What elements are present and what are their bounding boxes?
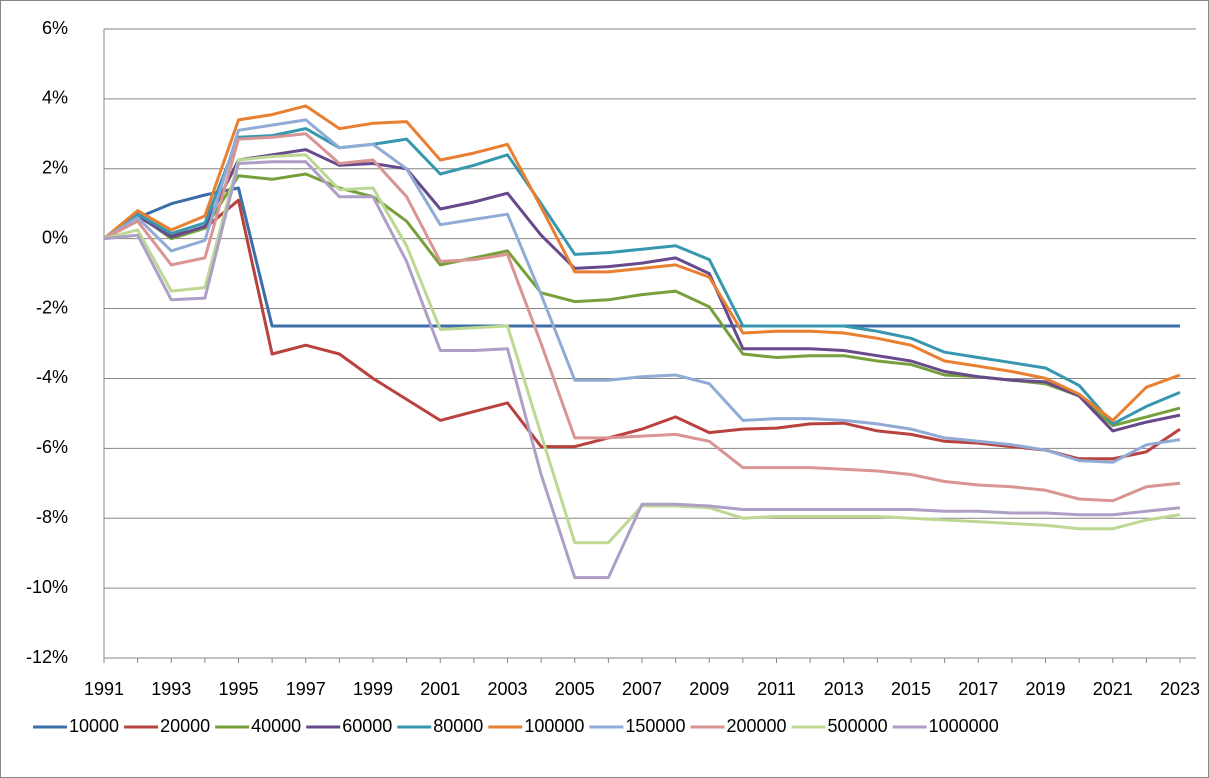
y-tick-label: -6%	[36, 437, 68, 457]
x-tick-label: 2015	[891, 679, 931, 699]
y-tick-label: -2%	[36, 297, 68, 317]
legend-label: 40000	[251, 716, 301, 736]
x-tick-label: 1999	[353, 679, 393, 699]
x-tick-label: 1997	[286, 679, 326, 699]
x-tick-label: 1995	[218, 679, 258, 699]
x-tick-label: 2009	[689, 679, 729, 699]
legend-label: 80000	[433, 716, 483, 736]
x-tick-label: 2007	[622, 679, 662, 699]
series-line	[103, 186, 1180, 328]
x-tick-label: 2023	[1160, 679, 1200, 699]
legend-label: 150000	[625, 716, 685, 736]
y-tick-label: -8%	[36, 507, 68, 527]
y-tick-label: 4%	[42, 88, 68, 108]
legend-label: 60000	[342, 716, 392, 736]
series-line	[103, 198, 1181, 461]
series-line	[103, 160, 1181, 580]
legend-label: 10000	[69, 716, 119, 736]
x-tick-label: 2013	[824, 679, 864, 699]
series-line	[103, 118, 1181, 464]
series-line	[103, 127, 1181, 426]
legend-label: 1000000	[929, 716, 999, 736]
y-tick-label: -10%	[26, 577, 68, 597]
y-tick-label: 6%	[42, 18, 68, 38]
series-line	[103, 148, 1181, 433]
x-tick-label: 2021	[1093, 679, 1133, 699]
legend-label: 20000	[160, 716, 210, 736]
x-tick-label: 2017	[958, 679, 998, 699]
x-tick-label: 2019	[1025, 679, 1065, 699]
x-tick-label: 1993	[151, 679, 191, 699]
x-tick-label: 2001	[420, 679, 460, 699]
y-tick-label: -12%	[26, 647, 68, 667]
legend-label: 200000	[726, 716, 786, 736]
x-tick-label: 2011	[757, 679, 796, 699]
x-tick-label: 2005	[555, 679, 595, 699]
x-tick-label: 1991	[84, 679, 124, 699]
series-line	[103, 132, 1181, 503]
y-tick-label: -4%	[36, 367, 68, 387]
legend-label: 100000	[524, 716, 584, 736]
y-tick-label: 0%	[42, 227, 68, 247]
legend-label: 500000	[828, 716, 888, 736]
series-line	[103, 104, 1181, 422]
x-tick-label: 2003	[487, 679, 527, 699]
y-tick-label: 2%	[42, 158, 68, 178]
